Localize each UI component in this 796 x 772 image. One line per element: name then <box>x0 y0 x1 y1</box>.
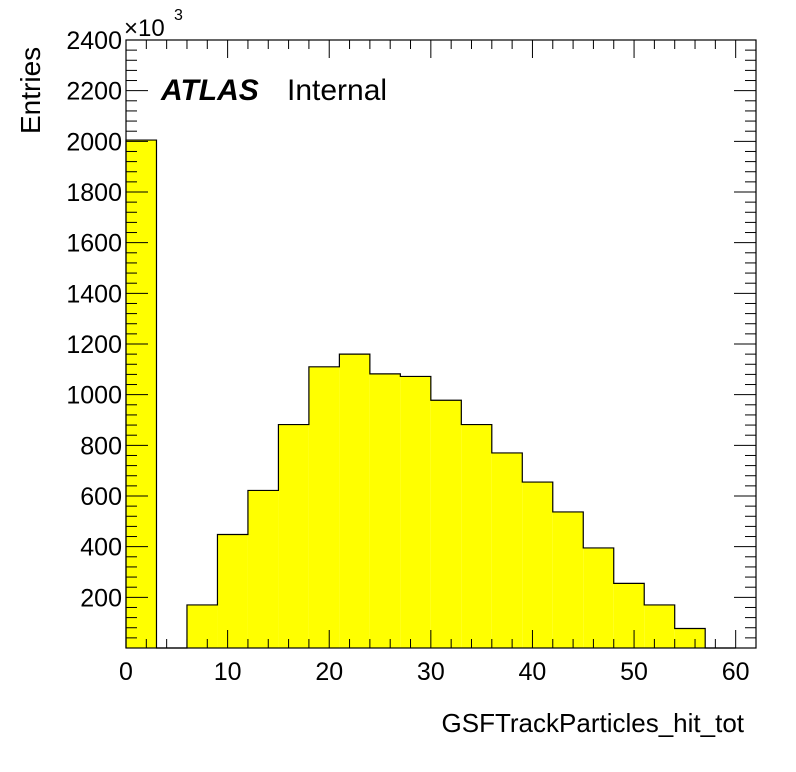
y-scale-label: ×10 <box>124 15 165 42</box>
histogram-bin <box>369 373 401 648</box>
y-tick-label: 1400 <box>66 280 122 308</box>
histogram-bin <box>461 424 492 648</box>
y-scale-exponent: 3 <box>174 7 183 24</box>
histogram-bin <box>674 628 706 648</box>
histogram-bin <box>400 376 431 648</box>
x-tick-label: 60 <box>722 658 750 686</box>
y-axis-label: Entries <box>15 47 46 134</box>
histogram-bars <box>125 139 736 649</box>
y-tick-label: 1600 <box>66 230 122 258</box>
y-tick-label: 2200 <box>66 78 122 106</box>
histogram-bin <box>552 511 584 648</box>
histogram-bin <box>186 604 218 648</box>
y-tick-label: 800 <box>80 432 122 460</box>
histogram-bin <box>308 366 340 648</box>
plot-frame <box>125 39 757 649</box>
histogram-bin <box>644 604 675 648</box>
x-tick-label: 40 <box>519 658 547 686</box>
status-label: Internal <box>287 74 387 107</box>
x-tick-label: 30 <box>417 658 445 686</box>
histogram-bin <box>126 140 157 649</box>
y-tick-label: 600 <box>80 483 122 511</box>
histogram-bin <box>583 547 614 648</box>
y-tick-label: 1200 <box>66 331 122 359</box>
y-tick-label: 1800 <box>66 179 122 207</box>
histogram-bin <box>278 424 309 648</box>
histogram-outline <box>125 139 736 649</box>
histogram-bin <box>430 400 462 648</box>
x-axis-label: GSFTrackParticles_hit_tot <box>442 708 745 738</box>
axes: 2004006008001000120014001600180020002200… <box>66 27 757 686</box>
histogram-bin <box>339 354 370 648</box>
x-tick-label: 50 <box>620 658 648 686</box>
x-tick-label: 0 <box>119 658 133 686</box>
histogram-bin <box>217 534 248 648</box>
y-tick-label: 200 <box>80 584 122 612</box>
x-tick-label: 20 <box>315 658 343 686</box>
y-tick-label: 2000 <box>66 128 122 156</box>
atlas-label: ATLAS <box>160 74 259 107</box>
y-tick-label: 400 <box>80 534 122 562</box>
histogram-bin <box>247 490 279 648</box>
x-tick-label: 10 <box>214 658 242 686</box>
histogram-bin <box>491 452 523 648</box>
y-tick-label: 2400 <box>66 27 122 55</box>
y-tick-label: 1000 <box>66 382 122 410</box>
histogram-bin <box>522 482 553 648</box>
histogram-bin <box>613 583 645 648</box>
